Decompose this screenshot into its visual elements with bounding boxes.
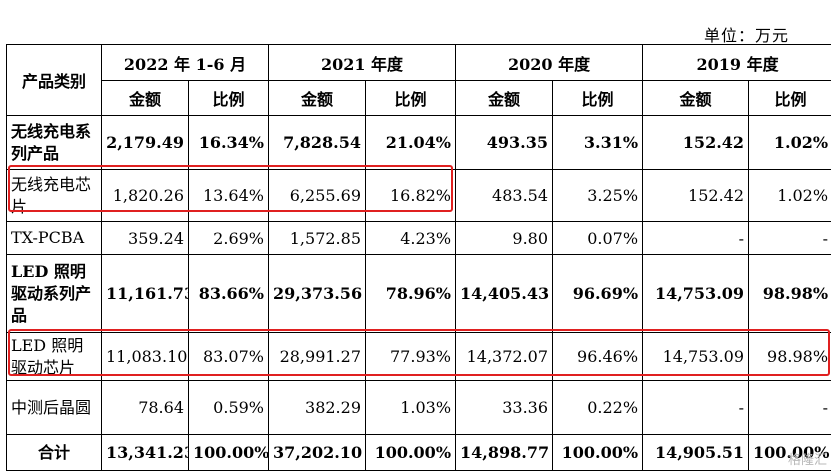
table-row: 无线充电芯片 1,820.26 13.64% 6,255.69 16.82% 483.54… xyxy=(6,169,831,222)
cell: 1.03% xyxy=(364,380,457,435)
cell: 152.42 xyxy=(642,115,750,170)
header-period-2022h1: 2022 年 1-6 月 xyxy=(101,44,269,81)
unit-label: 单位：万元 xyxy=(703,26,789,45)
cell: - xyxy=(748,380,831,435)
header-amount: 金额 xyxy=(268,80,366,116)
cell: 13,341.23 xyxy=(101,434,189,471)
cell: 3.25% xyxy=(552,169,644,222)
table-row: LED 照明驱动系列产品 11,161.73 83.66% 29,373.56 78.9… xyxy=(6,254,831,333)
cell: 28,991.27 xyxy=(268,332,366,381)
table-row: 中测后晶圆 78.64 0.59% 382.29 1.03% 33.36 0.22% - - xyxy=(6,380,831,435)
header-category: 产品类别 xyxy=(6,44,102,116)
cell: 98.98% xyxy=(748,332,831,381)
product-revenue-table: 产品类别 2022 年 1-6 月 2021 年度 2020 年度 2019 年… xyxy=(6,44,831,471)
row-label: 无线充电芯片 xyxy=(6,169,102,222)
cell: 0.07% xyxy=(552,221,644,255)
header-period-2019: 2019 年度 xyxy=(642,44,831,81)
cell: 0.22% xyxy=(552,380,644,435)
cell: 98.98% xyxy=(748,254,831,333)
watermark: 格隆汇 xyxy=(787,453,827,468)
cell: 4.23% xyxy=(364,221,457,255)
cell: - xyxy=(642,221,750,255)
cell: 3.31% xyxy=(552,115,644,170)
header-period-2020: 2020 年度 xyxy=(455,44,644,81)
cell: 100.00% xyxy=(748,434,831,471)
cell: 6,255.69 xyxy=(268,169,366,222)
header-ratio: 比例 xyxy=(748,80,831,116)
header-ratio: 比例 xyxy=(364,80,457,116)
cell: 2,179.49 xyxy=(101,115,189,170)
header-ratio: 比例 xyxy=(188,80,269,116)
cell: 37,202.10 xyxy=(268,434,366,471)
row-label: TX-PCBA xyxy=(6,221,102,255)
cell: 1,572.85 xyxy=(268,221,366,255)
cell: 14,372.07 xyxy=(455,332,554,381)
cell: 359.24 xyxy=(101,221,189,255)
cell: 14,753.09 xyxy=(642,332,750,381)
row-label: 中测后晶圆 xyxy=(6,380,102,435)
cell: 16.34% xyxy=(188,115,269,170)
cell: 11,083.10 xyxy=(101,332,189,381)
cell: - xyxy=(642,380,750,435)
cell: 483.54 xyxy=(455,169,554,222)
cell: 77.93% xyxy=(364,332,457,381)
cell: 83.66% xyxy=(188,254,269,333)
cell: 382.29 xyxy=(268,380,366,435)
cell: 100.00% xyxy=(364,434,457,471)
cell: 33.36 xyxy=(455,380,554,435)
cell: 96.46% xyxy=(552,332,644,381)
cell: 83.07% xyxy=(188,332,269,381)
table-row: 无线充电系列产品 2,179.49 16.34% 7,828.54 21.04% 493.… xyxy=(6,115,831,170)
cell: - xyxy=(748,221,831,255)
cell: 1,820.26 xyxy=(101,169,189,222)
cell: 100.00% xyxy=(552,434,644,471)
cell: 14,405.43 xyxy=(455,254,554,333)
row-label: LED 照明驱动系列产品 xyxy=(6,254,102,333)
cell: 14,905.51 xyxy=(642,434,750,471)
cell: 0.59% xyxy=(188,380,269,435)
cell: 1.02% xyxy=(748,169,831,222)
header-period-2021: 2021 年度 xyxy=(267,44,457,81)
cell: 13.64% xyxy=(188,169,269,222)
header-amount: 金额 xyxy=(101,80,189,116)
header-ratio: 比例 xyxy=(552,80,644,116)
total-label: 合计 xyxy=(6,434,102,471)
cell: 78.64 xyxy=(101,380,189,435)
table-row: LED 照明驱动芯片 11,083.10 83.07% 28,991.27 77.93%… xyxy=(6,332,831,381)
cell: 11,161.73 xyxy=(101,254,189,333)
cell: 7,828.54 xyxy=(268,115,366,170)
cell: 152.42 xyxy=(642,169,750,222)
cell: 14,898.77 xyxy=(455,434,554,471)
cell: 100.00% xyxy=(188,434,269,471)
cell: 14,753.09 xyxy=(642,254,750,333)
cell: 16.82% xyxy=(364,169,457,222)
header-amount: 金额 xyxy=(455,80,554,116)
table-row: TX-PCBA 359.24 2.69% 1,572.85 4.23% 9.80 0.07%… xyxy=(6,221,831,255)
cell: 1.02% xyxy=(748,115,831,170)
cell: 29,373.56 xyxy=(268,254,366,333)
cell: 493.35 xyxy=(455,115,554,170)
cell: 2.69% xyxy=(188,221,269,255)
cell: 96.69% xyxy=(552,254,644,333)
header-amount: 金额 xyxy=(642,80,750,116)
total-row: 合计 13,341.23 100.00% 37,202.10 100.00% 1… xyxy=(6,434,831,471)
cell: 21.04% xyxy=(364,115,457,170)
row-label: 无线充电系列产品 xyxy=(6,115,102,170)
row-label: LED 照明驱动芯片 xyxy=(6,332,102,381)
cell: 78.96% xyxy=(364,254,457,333)
cell: 9.80 xyxy=(455,221,554,255)
